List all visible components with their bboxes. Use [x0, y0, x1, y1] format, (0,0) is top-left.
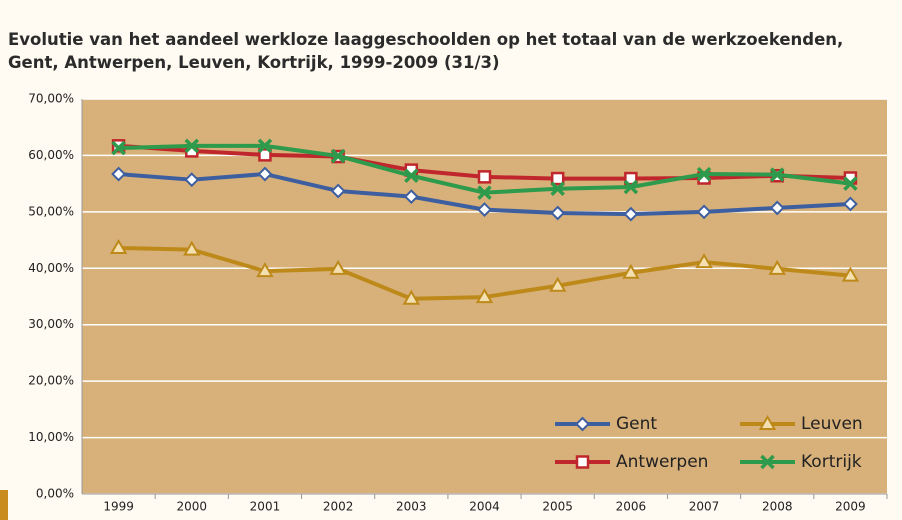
legend-marker [575, 455, 590, 469]
marker [257, 166, 273, 182]
marker [769, 167, 785, 182]
marker [624, 171, 638, 186]
marker [768, 259, 786, 275]
marker [109, 238, 128, 254]
marker [769, 200, 785, 216]
x-tick-label: 1999 [103, 500, 134, 514]
x-tick-label: 2004 [469, 500, 500, 514]
marker [184, 172, 200, 188]
marker [842, 196, 858, 212]
marker [404, 168, 419, 183]
legend-marker [575, 416, 590, 432]
corner-accent [0, 490, 8, 520]
x-tick-label: 2001 [250, 500, 281, 514]
x-tick-label: 2008 [762, 500, 793, 514]
marker [329, 259, 347, 275]
marker [550, 205, 566, 221]
chart-subtitle: Gent, Antwerpen, Leuven, Kortrijk, 1999-… [8, 53, 500, 72]
marker [477, 185, 492, 200]
x-tick-label: 2003 [396, 500, 427, 514]
legend-marker [758, 415, 777, 430]
marker [330, 183, 346, 199]
marker [695, 253, 713, 269]
legend-label: Kortrijk [801, 452, 862, 472]
x-tick-label: 2002 [323, 500, 354, 514]
marker [843, 176, 858, 191]
y-tick-label: 20,00% [28, 374, 74, 388]
marker [696, 166, 712, 182]
marker [183, 240, 201, 256]
marker [550, 171, 565, 186]
chart-title: Evolutie van het aandeel werkloze laagge… [8, 30, 843, 49]
marker [841, 266, 860, 282]
marker [111, 140, 126, 156]
marker [622, 263, 640, 279]
x-tick-label: 2006 [616, 500, 647, 514]
marker [258, 148, 272, 162]
x-tick-label: 2007 [689, 500, 720, 514]
marker [623, 179, 639, 195]
marker [477, 170, 492, 184]
marker [475, 288, 494, 304]
marker [550, 181, 565, 196]
y-tick-label: 10,00% [28, 430, 74, 444]
y-tick-label: 70,00% [28, 92, 74, 106]
legend-marker [760, 454, 775, 470]
marker [257, 138, 273, 154]
y-tick-label: 0,00% [36, 487, 74, 501]
y-tick-label: 40,00% [28, 261, 74, 275]
marker [623, 206, 639, 222]
marker [548, 276, 567, 292]
marker [402, 289, 421, 305]
marker [256, 262, 274, 278]
marker [696, 204, 712, 220]
x-tick-label: 2009 [835, 500, 866, 514]
marker [477, 202, 492, 218]
legend-label: Leuven [801, 414, 863, 434]
y-tick-label: 60,00% [28, 148, 74, 162]
y-tick-label: 30,00% [28, 317, 74, 331]
x-tick-label: 2000 [176, 500, 207, 514]
marker [111, 166, 127, 182]
marker [330, 148, 346, 164]
legend-label: Gent [616, 414, 657, 434]
marker [403, 189, 419, 205]
y-tick-label: 50,00% [28, 204, 74, 218]
x-tick-label: 2005 [542, 500, 573, 514]
legend-label: Antwerpen [616, 452, 708, 472]
marker [184, 138, 200, 154]
